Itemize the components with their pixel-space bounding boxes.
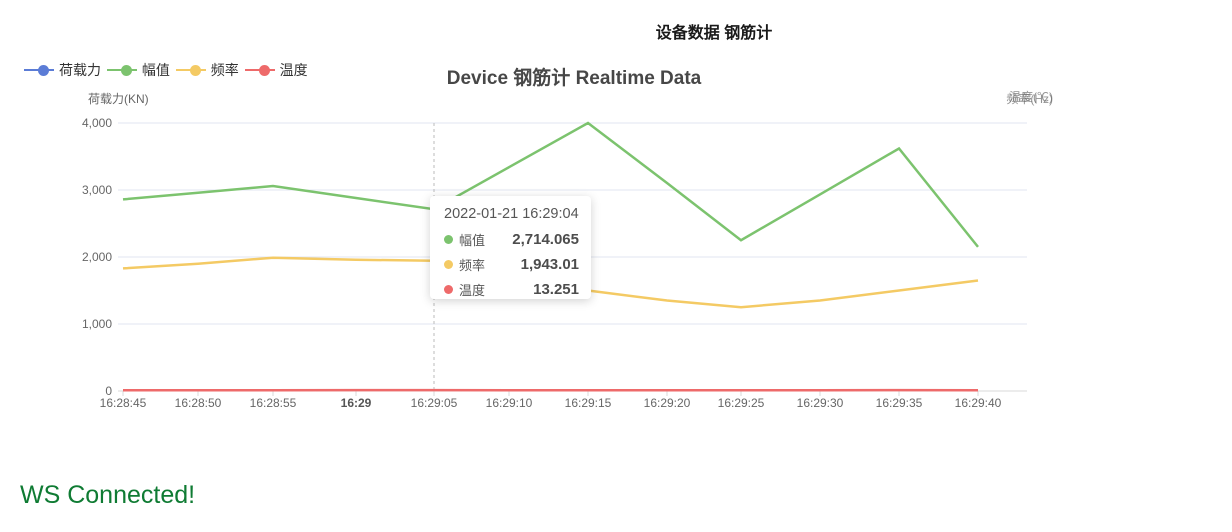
svg-text:16:29: 16:29: [341, 396, 372, 410]
svg-text:荷载力(KN): 荷载力(KN): [88, 92, 149, 106]
svg-text:16:29:15: 16:29:15: [565, 396, 612, 410]
svg-text:4,000: 4,000: [82, 116, 112, 130]
svg-text:16:28:55: 16:28:55: [250, 396, 297, 410]
svg-text:3,000: 3,000: [82, 183, 112, 197]
svg-text:温度(℃): 温度(℃): [1009, 89, 1053, 104]
svg-text:16:29:30: 16:29:30: [797, 396, 844, 410]
svg-text:1,000: 1,000: [82, 317, 112, 331]
svg-text:16:29:20: 16:29:20: [644, 396, 691, 410]
svg-text:16:29:35: 16:29:35: [876, 396, 923, 410]
svg-text:2,000: 2,000: [82, 250, 112, 264]
svg-text:16:28:45: 16:28:45: [100, 396, 147, 410]
svg-text:16:29:05: 16:29:05: [411, 396, 458, 410]
svg-text:16:28:50: 16:28:50: [175, 396, 222, 410]
svg-text:16:29:40: 16:29:40: [955, 396, 1002, 410]
svg-text:16:29:25: 16:29:25: [718, 396, 765, 410]
svg-text:16:29:10: 16:29:10: [486, 396, 533, 410]
